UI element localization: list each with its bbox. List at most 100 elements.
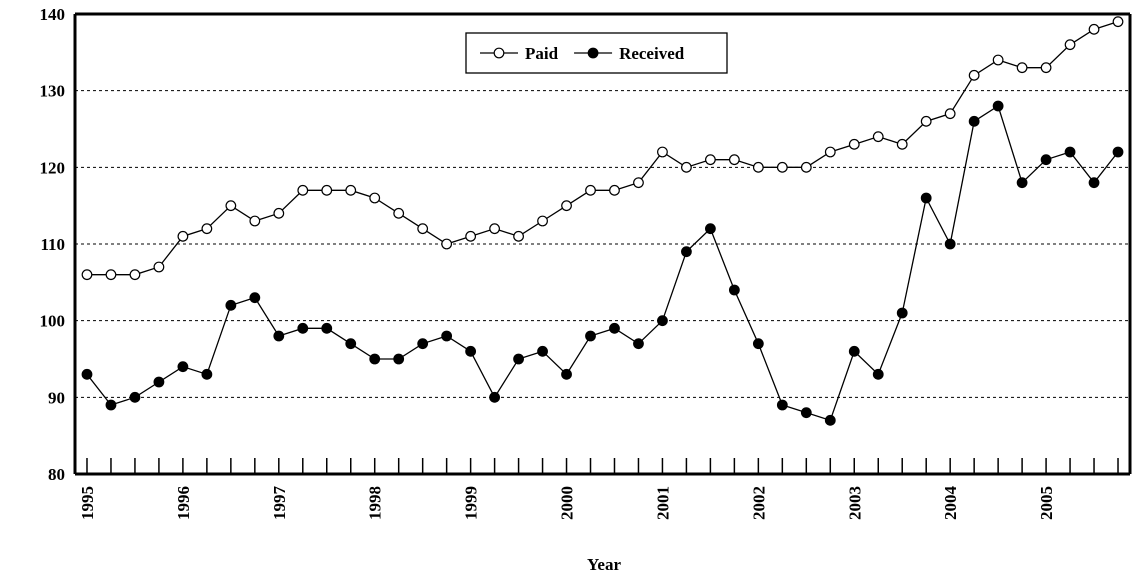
x-tick-label: 1995 <box>78 486 97 520</box>
data-point <box>752 161 764 173</box>
data-point <box>225 200 237 212</box>
data-point <box>896 307 908 319</box>
data-point <box>417 338 429 350</box>
data-point <box>968 69 980 81</box>
legend-label: Paid <box>525 44 559 63</box>
data-point <box>249 292 261 304</box>
y-tick-label: 140 <box>40 5 66 24</box>
data-point <box>513 353 524 365</box>
data-point <box>129 391 141 403</box>
data-point <box>1064 39 1076 51</box>
x-tick-label: 2002 <box>749 486 768 520</box>
x-tick-label: 1996 <box>174 486 193 520</box>
data-point <box>345 184 357 196</box>
data-point <box>201 223 213 235</box>
data-point <box>1088 23 1100 35</box>
data-point <box>273 330 285 342</box>
data-point <box>369 353 381 365</box>
series-line <box>86 104 1119 422</box>
x-tick-label: 1999 <box>462 486 481 520</box>
data-point <box>225 299 237 311</box>
data-point <box>249 215 261 227</box>
x-tick-label: 2000 <box>558 486 577 520</box>
data-point <box>920 192 932 204</box>
data-point <box>681 246 692 258</box>
data-point <box>728 284 740 296</box>
data-point <box>321 184 333 196</box>
data-point <box>153 261 165 273</box>
data-point <box>1040 62 1052 74</box>
data-point <box>297 184 309 196</box>
data-point <box>297 322 309 334</box>
data-point <box>153 376 165 388</box>
data-point <box>992 100 1004 112</box>
legend-marker <box>493 47 505 59</box>
data-point <box>1112 16 1124 28</box>
data-point <box>465 230 477 242</box>
data-point <box>944 108 956 120</box>
data-point <box>393 207 405 219</box>
data-point <box>896 138 908 150</box>
x-axis-label: Year <box>587 555 621 574</box>
data-point <box>1112 146 1124 158</box>
data-point <box>824 414 836 426</box>
data-point <box>489 223 501 235</box>
x-tick-label: 1997 <box>270 486 289 521</box>
data-point <box>177 230 189 242</box>
data-point <box>201 368 213 380</box>
x-tick-label: 2001 <box>653 486 672 520</box>
data-point <box>968 115 980 127</box>
data-point <box>105 269 117 281</box>
data-point <box>561 368 572 380</box>
data-point <box>561 200 572 212</box>
data-point <box>704 223 716 235</box>
data-point <box>369 192 381 204</box>
data-point <box>129 269 141 281</box>
data-point <box>537 345 548 357</box>
y-tick-label: 80 <box>48 465 65 484</box>
data-point <box>752 338 764 350</box>
data-point <box>393 353 405 365</box>
x-tick-label: 2004 <box>941 486 960 521</box>
data-point <box>944 238 956 250</box>
data-point <box>321 322 333 334</box>
data-point <box>776 161 788 173</box>
data-point <box>657 146 668 158</box>
data-point <box>1088 177 1100 189</box>
y-tick-label: 120 <box>40 158 66 177</box>
data-point <box>465 345 477 357</box>
data-point <box>848 345 860 357</box>
data-point <box>1040 154 1052 166</box>
data-point <box>872 131 884 143</box>
x-tick-label: 2005 <box>1037 486 1056 520</box>
data-point <box>633 338 644 350</box>
data-point <box>1016 62 1028 74</box>
y-tick-label: 130 <box>40 82 66 101</box>
legend-marker <box>587 47 599 59</box>
data-point <box>273 207 285 219</box>
data-point <box>920 115 932 127</box>
data-point <box>513 230 524 242</box>
data-point <box>609 184 620 196</box>
data-point <box>417 223 429 235</box>
y-tick-label: 110 <box>40 235 65 254</box>
data-point <box>992 54 1004 66</box>
data-point <box>633 177 644 189</box>
data-point <box>728 154 740 166</box>
data-point <box>776 399 788 411</box>
data-point <box>177 361 189 373</box>
y-tick-label: 100 <box>40 312 66 331</box>
data-point <box>800 161 812 173</box>
data-point <box>441 238 453 250</box>
data-point <box>704 154 716 166</box>
legend-label: Received <box>619 44 685 63</box>
data-point <box>105 399 117 411</box>
x-tick-label: 2003 <box>845 486 864 520</box>
data-point <box>441 330 453 342</box>
data-point <box>489 391 501 403</box>
data-point <box>81 269 93 281</box>
data-point <box>824 146 836 158</box>
data-point <box>537 215 548 227</box>
data-point <box>81 368 93 380</box>
